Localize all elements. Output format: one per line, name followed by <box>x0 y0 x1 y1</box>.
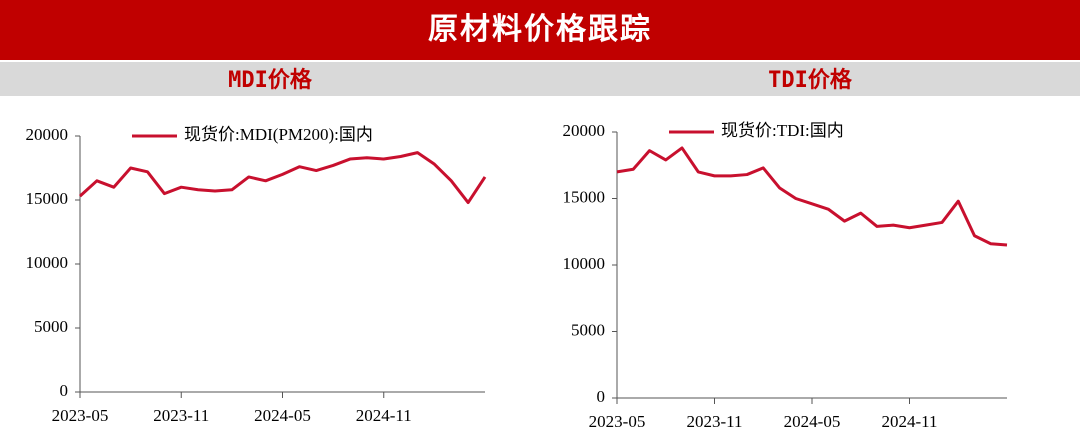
y-tick-label: 0 <box>597 387 606 406</box>
x-tick-label: 2024-11 <box>356 406 412 425</box>
x-tick-label: 2024-05 <box>254 406 311 425</box>
y-tick-label: 20000 <box>563 121 606 140</box>
x-tick-label: 2023-11 <box>686 412 742 431</box>
x-tick-label: 2023-05 <box>52 406 109 425</box>
x-tick-label: 2024-05 <box>784 412 841 431</box>
y-tick-label: 0 <box>60 381 69 400</box>
banner-title: 原材料价格跟踪 <box>0 0 1080 60</box>
y-tick-label: 15000 <box>563 187 606 206</box>
x-tick-label: 2023-05 <box>589 412 646 431</box>
y-tick-label: 5000 <box>34 317 68 336</box>
x-tick-label: 2023-11 <box>153 406 209 425</box>
y-tick-label: 5000 <box>571 320 605 339</box>
legend-label: 现货价:TDI:国内 <box>721 121 844 140</box>
subtitle-band: MDI价格 TDI价格 <box>0 62 1080 96</box>
legend-label: 现货价:MDI(PM200):国内 <box>184 125 373 144</box>
chart-title: TDI价格 <box>768 68 852 93</box>
y-tick-label: 10000 <box>26 253 69 272</box>
series-line <box>616 146 1008 247</box>
y-tick-label: 10000 <box>563 254 606 273</box>
x-tick-label: 2024-11 <box>881 412 937 431</box>
chart-title: MDI价格 <box>228 68 312 93</box>
series-line <box>78 151 487 205</box>
y-tick-label: 20000 <box>26 125 69 144</box>
y-tick-label: 15000 <box>26 189 69 208</box>
